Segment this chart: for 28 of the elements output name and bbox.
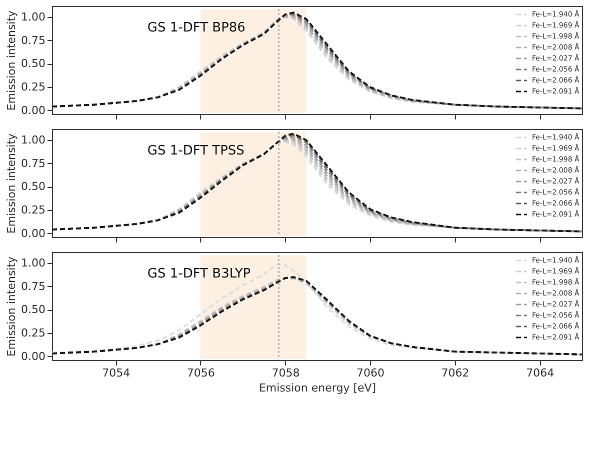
y-tick-label: 0.00 <box>21 350 46 363</box>
y-tick-label: 0.25 <box>21 204 46 216</box>
annotation: GS 1-DFT TPSS <box>147 144 244 159</box>
y-tick-label: 0.50 <box>21 180 46 194</box>
y-tick-label: 0.00 <box>21 226 46 240</box>
y-tick-label: 0.50 <box>21 303 46 316</box>
annotation: GS 1-DFT B3LYP <box>147 266 251 282</box>
x-tick-label: 7056 <box>186 366 215 380</box>
y-tick-label: 1.00 <box>21 134 46 147</box>
y-tick-label: 1.00 <box>21 10 46 24</box>
y-tick-label: 0.25 <box>21 326 46 340</box>
y-tick-label: 1.00 <box>21 256 46 270</box>
y-axis-title: Emission intensity <box>5 132 18 234</box>
x-tick-label: 7054 <box>102 366 130 380</box>
y-tick-label: 0.25 <box>21 80 46 94</box>
y-tick-label: 0.75 <box>21 280 46 293</box>
x-axis-title: Emission energy [eV] <box>258 382 376 394</box>
x-tick-label: 7064 <box>526 366 554 380</box>
x-tick-label: 7058 <box>272 366 300 380</box>
annotation: GS 1-DFT BP86 <box>147 20 246 36</box>
y-axis-title: Emission intensity <box>5 10 18 111</box>
y-tick-label: 0.50 <box>21 57 46 70</box>
y-tick-label: 0.75 <box>21 156 46 170</box>
y-axis-title: Emission intensity <box>5 256 18 357</box>
x-tick-label: 7060 <box>356 366 384 380</box>
y-tick-label: 0.75 <box>21 34 46 47</box>
x-tick-label: 7062 <box>441 366 470 380</box>
y-tick-label: 0.00 <box>21 104 46 117</box>
